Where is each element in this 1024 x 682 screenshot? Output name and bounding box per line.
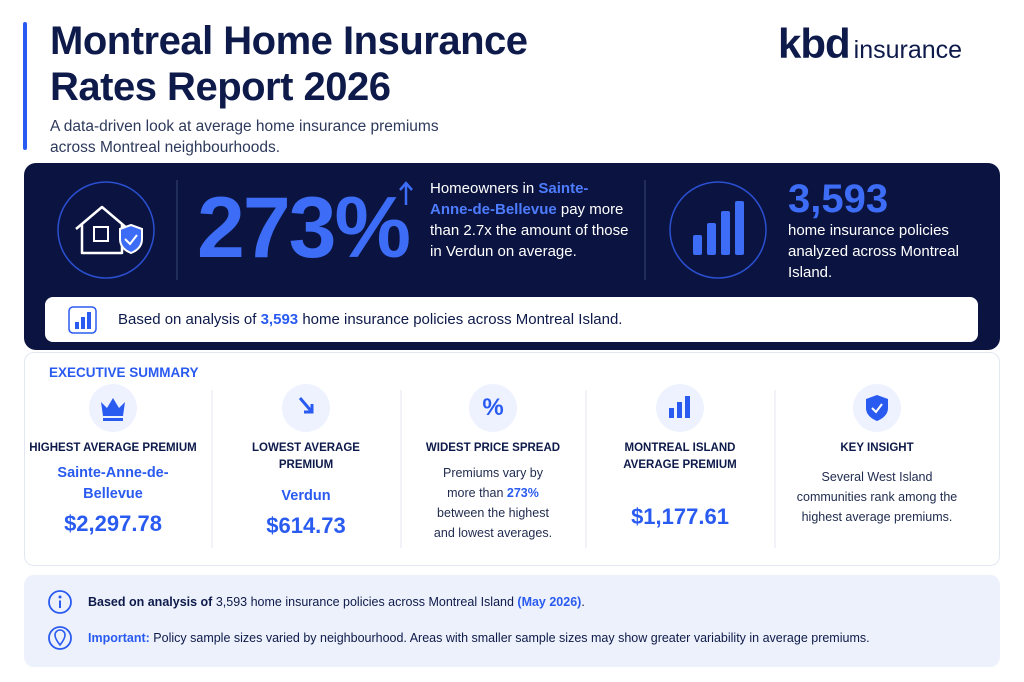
card: MONTREAL ISLAND AVERAGE PREMIUM $1,177.6…	[590, 440, 770, 530]
spread-icon: %	[482, 394, 504, 421]
card-label: Sainte-Anne-de-Bellevue	[57, 465, 169, 502]
hero-highlight: Sainte-Anne-de-Bellevue	[430, 180, 589, 218]
banner-value: 3,593	[260, 311, 299, 328]
logo-suffix: insurance	[853, 36, 963, 64]
accent-bar	[23, 22, 27, 150]
card-text-after: between the highest and lowest averages.	[433, 506, 553, 540]
hero-text-after: pay more than 2.7x the amount of those i…	[430, 201, 629, 260]
logo-brand: kbd	[778, 20, 851, 67]
summary-panel	[24, 352, 1000, 566]
hero-stat: 273%	[197, 180, 411, 276]
note-label: Important:	[88, 631, 150, 645]
note-highlight: (May 2026)	[517, 595, 582, 609]
card: LOWEST AVERAGE PREMIUM Verdun $614.73	[216, 440, 396, 539]
card-title: KEY INSIGHT	[840, 442, 914, 454]
hero-graphics	[57, 180, 767, 280]
banner-icon	[68, 306, 97, 334]
summary-title: EXECUTIVE SUMMARY	[49, 365, 199, 380]
banner-before: Based on analysis of	[118, 311, 257, 328]
title: Montreal Home Insurance Rates Report 202…	[50, 19, 528, 109]
card-title: HIGHEST AVERAGE PREMIUM	[29, 442, 197, 454]
card-value: $1,177.61	[631, 504, 729, 529]
notes-panel	[24, 575, 1000, 667]
card-text: Premiums vary by more than 273% between …	[403, 463, 583, 543]
banner-after: home insurance policies across Montreal …	[302, 311, 623, 328]
banner: Based on analysis of 3,593 home insuranc…	[45, 297, 978, 342]
card-text-before: Premiums vary by more than	[442, 466, 544, 500]
notes-icons	[48, 590, 72, 650]
note-end: .	[581, 595, 585, 609]
hero-text-before: Homeowners in	[430, 180, 535, 197]
card: HIGHEST AVERAGE PREMIUM Sainte-Anne-de-B…	[23, 440, 203, 537]
card-highlight: 273%	[506, 486, 539, 500]
card-title: WIDEST PRICE SPREAD	[425, 442, 561, 454]
note: Based on analysis of 3,593 home insuranc…	[88, 595, 585, 609]
note-text: Policy sample sizes varied by neighbourh…	[153, 631, 870, 645]
note-text: 3,593 home insurance policies across Mon…	[215, 595, 514, 609]
card-value: $2,297.78	[64, 511, 162, 536]
card-text: Several West Island communities rank amo…	[796, 470, 958, 524]
policies-value: 3,593	[788, 177, 889, 221]
card-label: Verdun	[281, 488, 331, 504]
card-title: MONTREAL ISLAND AVERAGE PREMIUM	[623, 442, 737, 471]
summary-graphics	[89, 384, 901, 548]
note-bold: Based on analysis of	[88, 595, 213, 609]
logo: kbd insurance	[778, 20, 962, 68]
hero-text: Homeowners in Sainte-Anne-de-Bellevue pa…	[430, 178, 630, 262]
card-title: LOWEST AVERAGE PREMIUM	[252, 442, 360, 471]
subtitle: A data-driven look at average home insur…	[50, 118, 439, 156]
card-value: $614.73	[266, 513, 346, 538]
policies-text: home insurance policies analyzed across …	[788, 222, 959, 281]
card: WIDEST PRICE SPREAD Premiums vary by mor…	[403, 440, 583, 543]
card: KEY INSIGHT Several West Island communit…	[787, 440, 967, 527]
note: Important: Policy sample sizes varied by…	[88, 631, 870, 645]
